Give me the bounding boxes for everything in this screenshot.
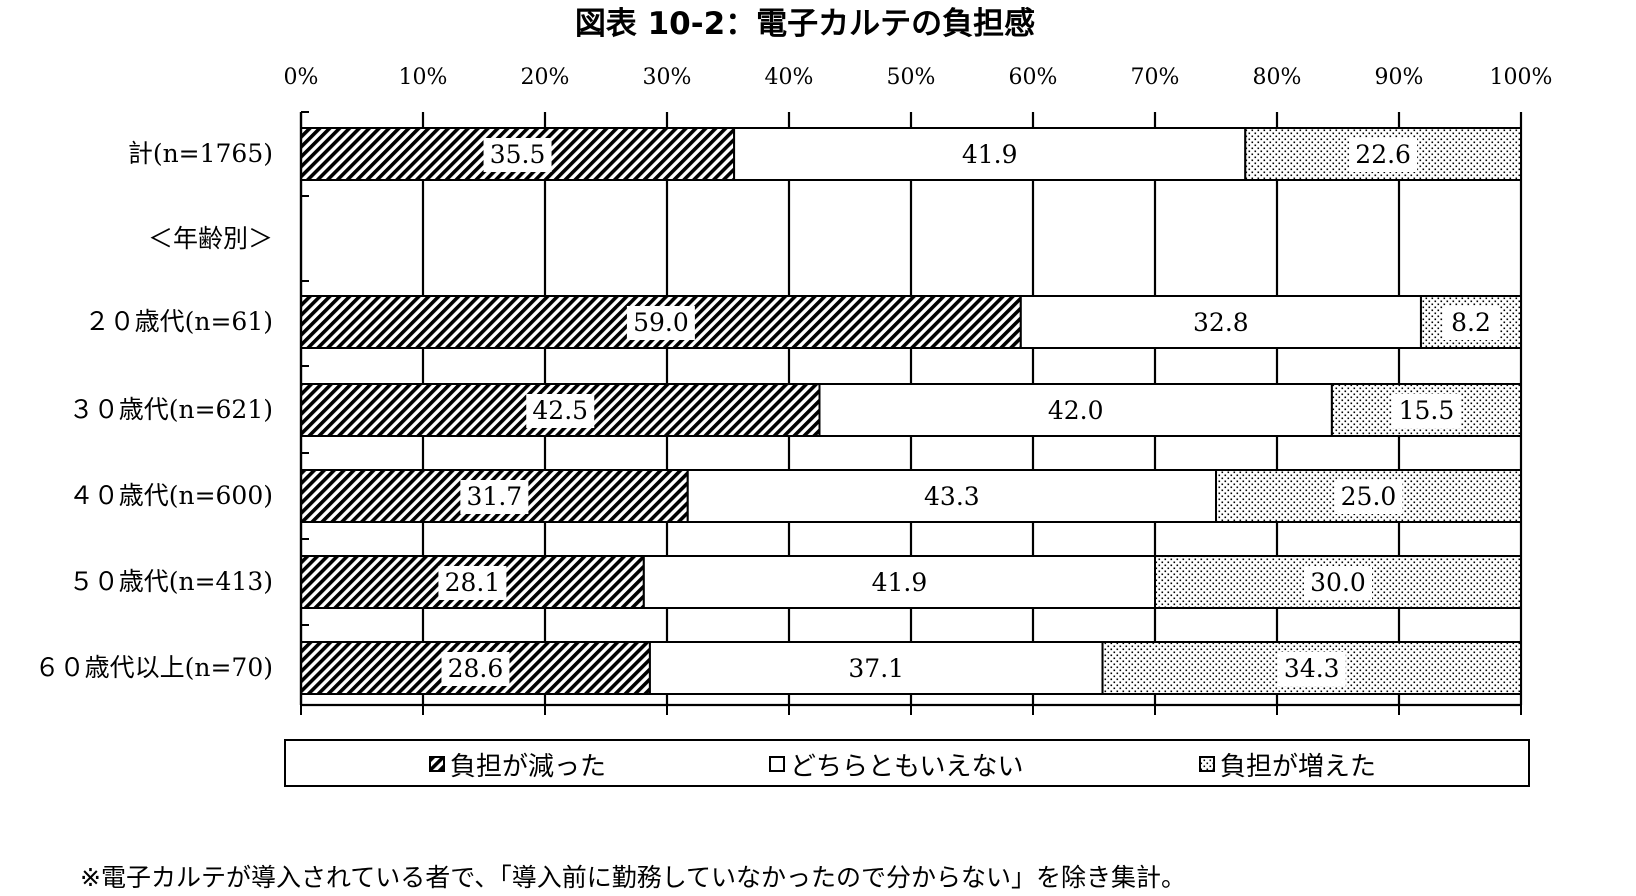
legend-label: 負担が増えた	[1220, 752, 1376, 782]
legend-swatch	[429, 756, 445, 772]
data-label-bg	[1349, 138, 1418, 172]
footnote: ※電子カルテが導入されている者で、「導入前に勤務していなかったので分からない」を…	[80, 863, 1186, 892]
legend-swatch	[1199, 756, 1215, 772]
category-label: ＜年齢別＞	[148, 224, 273, 253]
data-label-bg	[1186, 306, 1255, 340]
data-label: 28.1	[445, 568, 501, 597]
data-label: 41.9	[962, 140, 1018, 169]
legend-label: 負担が減った	[450, 752, 606, 782]
x-tick-label: 100%	[1490, 65, 1553, 90]
data-label: 25.0	[1341, 482, 1397, 511]
category-labels: 計(n=1765) ＜年齢別＞ ２０歳代(n=61) ３０歳代(n=621) ４０歳代(…	[35, 139, 273, 682]
data-label-bg	[1304, 566, 1372, 600]
x-tick-label: 40%	[765, 65, 814, 90]
legend: 負担が減った どちらともいえない 負担が増えた	[284, 739, 1530, 787]
x-tick-label: 30%	[643, 65, 692, 90]
data-label: 42.5	[532, 396, 588, 425]
data-label: 34.3	[1284, 654, 1340, 683]
data-label: 42.0	[1048, 396, 1104, 425]
x-tick-label: 80%	[1253, 65, 1302, 90]
data-label-bg	[1041, 394, 1110, 428]
x-tick-label: 60%	[1009, 65, 1058, 90]
data-label-bg	[955, 138, 1024, 172]
data-label-bg	[441, 652, 510, 686]
x-tick-label: 20%	[521, 65, 570, 90]
data-label: 22.6	[1355, 140, 1411, 169]
data-label: 28.6	[448, 654, 504, 683]
data-label: 37.1	[848, 654, 904, 683]
x-tick-label: 10%	[399, 65, 448, 90]
data-label-bg	[460, 480, 529, 514]
data-label-bg	[1277, 652, 1346, 686]
x-tick-label: 70%	[1131, 65, 1180, 90]
category-label: ５０歳代(n=413)	[69, 567, 273, 596]
category-label: ６０歳代以上(n=70)	[35, 653, 273, 682]
data-label: 30.0	[1310, 568, 1366, 597]
data-label-bg	[865, 566, 934, 600]
data-label-bg	[626, 306, 695, 340]
data-label: 32.8	[1193, 308, 1249, 337]
legend-box	[284, 739, 1530, 787]
category-label: 計(n=1765)	[128, 139, 273, 168]
data-label-bg	[842, 652, 911, 686]
data-label-bg	[1392, 394, 1461, 428]
data-labels: 35.5 41.9 22.6 59.0 32.8 8.2 42.5 42.0 15.5 31.7 4…	[438, 138, 1500, 686]
data-label: 8.2	[1451, 308, 1491, 337]
axes	[299, 111, 1522, 715]
x-tick-label: 90%	[1375, 65, 1424, 90]
x-axis-tick-labels: 0% 10% 20% 30% 40% 50% 60% 70% 80% 90% 100%	[284, 65, 1553, 90]
legend-swatch	[769, 756, 785, 772]
data-label-bg	[1442, 306, 1500, 340]
legend-label: どちらともいえない	[790, 752, 1023, 782]
data-label: 43.3	[924, 482, 980, 511]
category-label: ３０歳代(n=621)	[69, 395, 273, 424]
data-label: 59.0	[633, 308, 689, 337]
data-label: 35.5	[490, 140, 546, 169]
data-label: 41.9	[872, 568, 928, 597]
data-label-bg	[1334, 480, 1403, 514]
data-label: 15.5	[1399, 396, 1455, 425]
data-label-bg	[483, 138, 552, 172]
data-label-bg	[526, 394, 595, 428]
x-tick-label: 0%	[284, 65, 319, 90]
data-label: 31.7	[467, 482, 523, 511]
chart-title: 図表 10-2：電子カルテの負担感	[575, 6, 1035, 42]
x-tick-label: 50%	[887, 65, 936, 90]
data-label-bg	[917, 480, 986, 514]
category-label: ２０歳代(n=61)	[85, 307, 273, 336]
category-label: ４０歳代(n=600)	[69, 481, 273, 510]
data-label-bg	[438, 566, 507, 600]
